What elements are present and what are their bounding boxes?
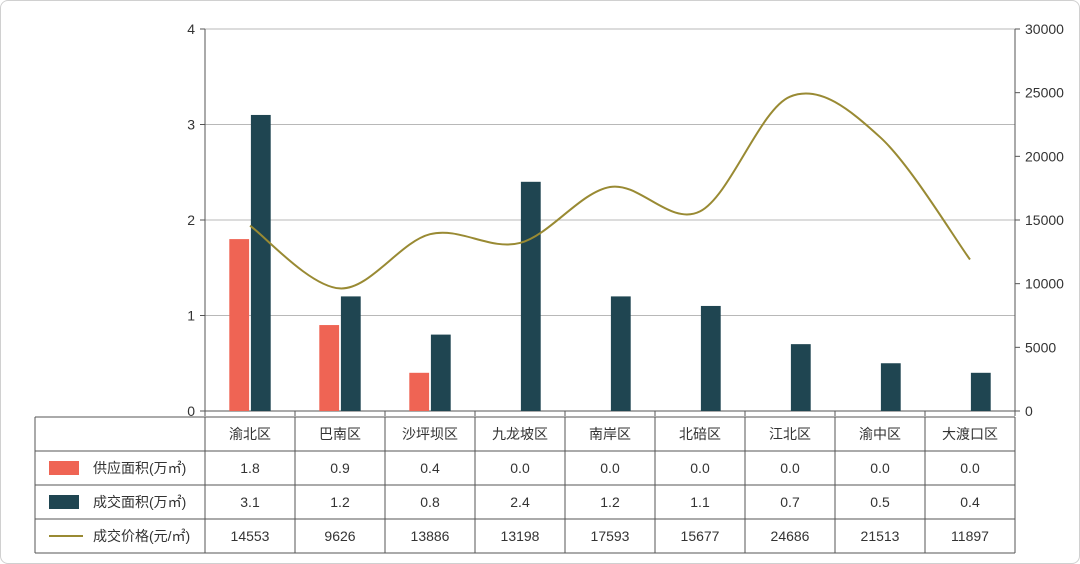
bar-deal xyxy=(791,344,811,411)
table-cell-price: 9626 xyxy=(324,528,355,544)
category-label: 南岸区 xyxy=(589,426,631,442)
category-label: 渝中区 xyxy=(859,426,901,442)
table-cell-supply: 1.8 xyxy=(240,460,260,476)
bar-deal xyxy=(701,306,721,411)
legend-swatch-supply xyxy=(49,461,79,475)
right-axis-tick-label: 10000 xyxy=(1025,276,1064,292)
table-cell-supply: 0.9 xyxy=(330,460,350,476)
left-axis-tick-label: 1 xyxy=(187,308,195,324)
table-cell-price: 21513 xyxy=(861,528,900,544)
table-cell-price: 15677 xyxy=(681,528,720,544)
table-cell-supply: 0.4 xyxy=(420,460,440,476)
bar-deal xyxy=(611,296,631,411)
table-cell-deal: 1.1 xyxy=(690,494,710,510)
legend-label-supply: 供应面积(万㎡) xyxy=(93,460,186,476)
category-label: 渝北区 xyxy=(229,426,271,442)
right-axis-tick-label: 20000 xyxy=(1025,148,1064,164)
right-axis-tick-label: 15000 xyxy=(1025,212,1064,228)
legend-label-price: 成交价格(元/㎡) xyxy=(93,528,190,544)
table-cell-deal: 0.4 xyxy=(960,494,980,510)
table-cell-price: 17593 xyxy=(591,528,630,544)
table-cell-supply: 0.0 xyxy=(600,460,620,476)
left-axis-tick-label: 4 xyxy=(187,21,195,37)
right-axis-tick-label: 5000 xyxy=(1025,339,1056,355)
table-cell-price: 11897 xyxy=(951,528,989,544)
table-cell-deal: 3.1 xyxy=(240,494,260,510)
table-cell-price: 24686 xyxy=(771,528,810,544)
bar-supply xyxy=(409,373,429,411)
chart-container: 01234050001000015000200002500030000渝北区巴南… xyxy=(15,11,1065,553)
category-label: 巴南区 xyxy=(319,426,361,442)
table-cell-deal: 1.2 xyxy=(330,494,350,510)
bar-deal xyxy=(431,335,451,411)
bar-supply xyxy=(319,325,339,411)
category-label: 九龙坡区 xyxy=(492,426,548,442)
chart-svg: 01234050001000015000200002500030000渝北区巴南… xyxy=(15,11,1067,555)
legend-label-deal: 成交面积(万㎡) xyxy=(93,494,186,510)
right-axis-tick-label: 0 xyxy=(1025,403,1033,419)
table-cell-price: 13886 xyxy=(411,528,450,544)
table-cell-supply: 0.0 xyxy=(780,460,800,476)
category-label: 江北区 xyxy=(769,426,811,442)
legend-swatch-deal xyxy=(49,495,79,509)
table-cell-price: 13198 xyxy=(501,528,540,544)
right-axis-tick-label: 30000 xyxy=(1025,21,1064,37)
left-axis-tick-label: 3 xyxy=(187,117,195,133)
category-label: 北碚区 xyxy=(679,426,721,442)
left-axis-tick-label: 2 xyxy=(187,212,195,228)
bar-deal xyxy=(341,296,361,411)
table-cell-deal: 0.7 xyxy=(780,494,800,510)
table-cell-deal: 2.4 xyxy=(510,494,530,510)
price-line xyxy=(250,93,970,288)
table-cell-deal: 1.2 xyxy=(600,494,620,510)
bar-deal xyxy=(521,182,541,411)
table-cell-supply: 0.0 xyxy=(690,460,710,476)
table-cell-supply: 0.0 xyxy=(960,460,980,476)
right-axis-tick-label: 25000 xyxy=(1025,85,1064,101)
chart-frame: 01234050001000015000200002500030000渝北区巴南… xyxy=(0,0,1080,564)
table-cell-deal: 0.8 xyxy=(420,494,440,510)
table-cell-supply: 0.0 xyxy=(510,460,530,476)
bar-deal xyxy=(971,373,991,411)
table-cell-supply: 0.0 xyxy=(870,460,890,476)
category-label: 大渡口区 xyxy=(942,426,998,442)
bar-deal xyxy=(251,115,271,411)
table-cell-price: 14553 xyxy=(231,528,270,544)
table-cell-deal: 0.5 xyxy=(870,494,890,510)
category-label: 沙坪坝区 xyxy=(402,426,458,442)
bar-supply xyxy=(229,239,249,411)
bar-deal xyxy=(881,363,901,411)
